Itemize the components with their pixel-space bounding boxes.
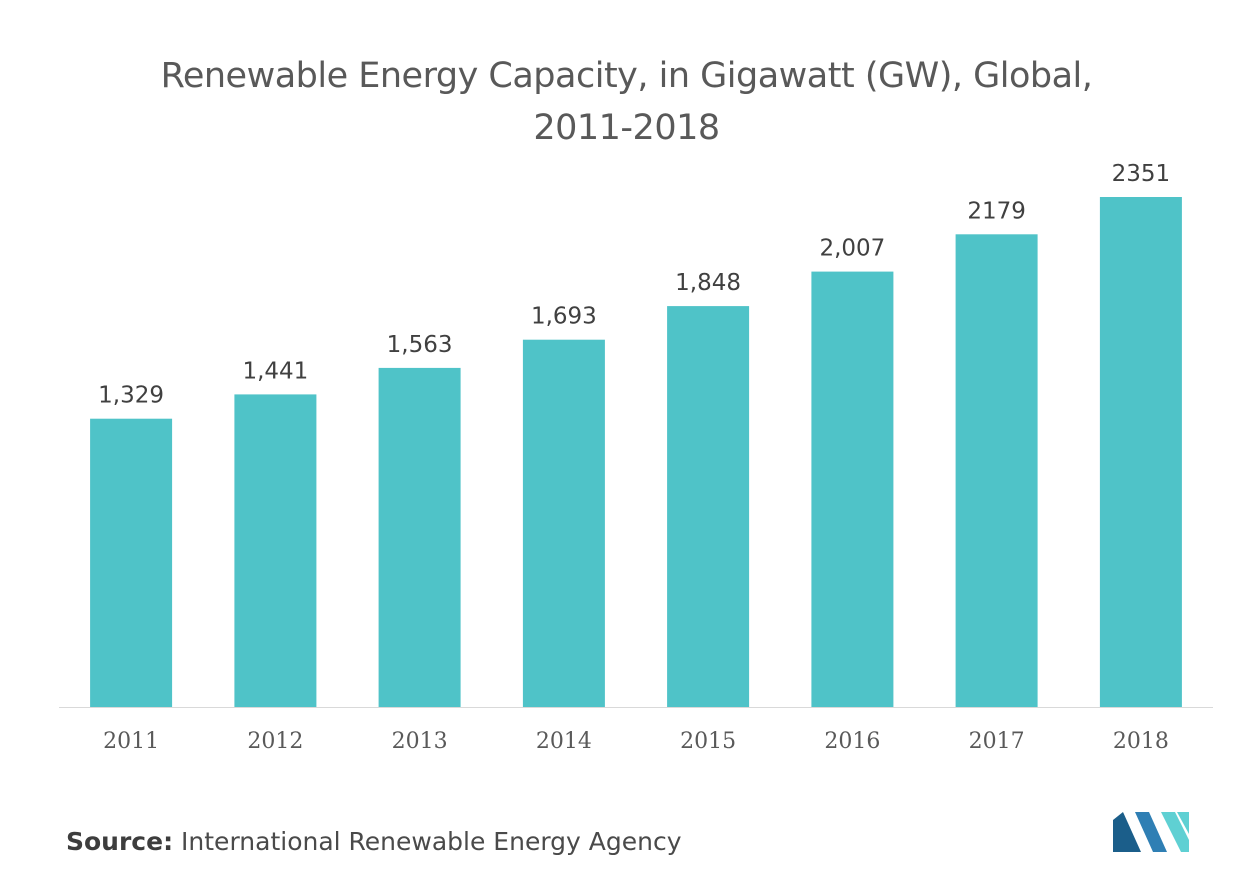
bar-2016 <box>811 271 894 707</box>
x-tick-label-2016: 2016 <box>824 729 880 754</box>
bar-2011 <box>90 418 173 707</box>
bar-2014 <box>522 339 605 707</box>
logo-shape-middle <box>1135 812 1167 852</box>
mordor-intelligence-logo-icon <box>1113 812 1189 852</box>
bar-2012 <box>234 394 317 707</box>
x-tick-label-2013: 2013 <box>392 729 448 754</box>
chart-title: Renewable Energy Capacity, in Gigawatt (… <box>0 50 1253 154</box>
data-label-2018: 2351 <box>1112 161 1171 187</box>
data-label-2014: 1,693 <box>531 304 597 330</box>
bar-2013 <box>378 367 461 707</box>
data-label-2016: 2,007 <box>819 236 885 262</box>
logo-shape-left <box>1113 812 1141 852</box>
x-tick-label-2011: 2011 <box>103 729 159 754</box>
bar-chart: 1,329 2011 1,441 2012 1,563 2013 1,693 2014 1,84… <box>59 161 1213 754</box>
source-text: International Renewable Energy Agency <box>173 827 682 856</box>
data-label-2012: 1,441 <box>242 358 308 384</box>
source-label: Source: <box>66 827 174 856</box>
logo-shape-right-top <box>1177 812 1189 834</box>
x-tick-label-2015: 2015 <box>680 729 736 754</box>
bar-2017 <box>955 234 1038 708</box>
data-label-2013: 1,563 <box>387 332 453 358</box>
bar-2018 <box>1099 197 1182 707</box>
data-label-2011: 1,329 <box>98 383 164 409</box>
data-label-2017: 2179 <box>967 198 1026 224</box>
x-tick-label-2017: 2017 <box>969 729 1025 754</box>
logo-shape-right <box>1161 812 1189 852</box>
source-note: Source: International Renewable Energy A… <box>66 827 682 856</box>
x-tick-label-2014: 2014 <box>536 729 592 754</box>
x-tick-label-2012: 2012 <box>247 729 303 754</box>
chart-title-line-1: Renewable Energy Capacity, in Gigawatt (… <box>160 56 1093 96</box>
chart-title-line-2: 2011-2018 <box>533 108 720 148</box>
x-tick-label-2018: 2018 <box>1113 729 1169 754</box>
bar-2015 <box>667 306 750 707</box>
data-label-2015: 1,848 <box>675 270 741 296</box>
